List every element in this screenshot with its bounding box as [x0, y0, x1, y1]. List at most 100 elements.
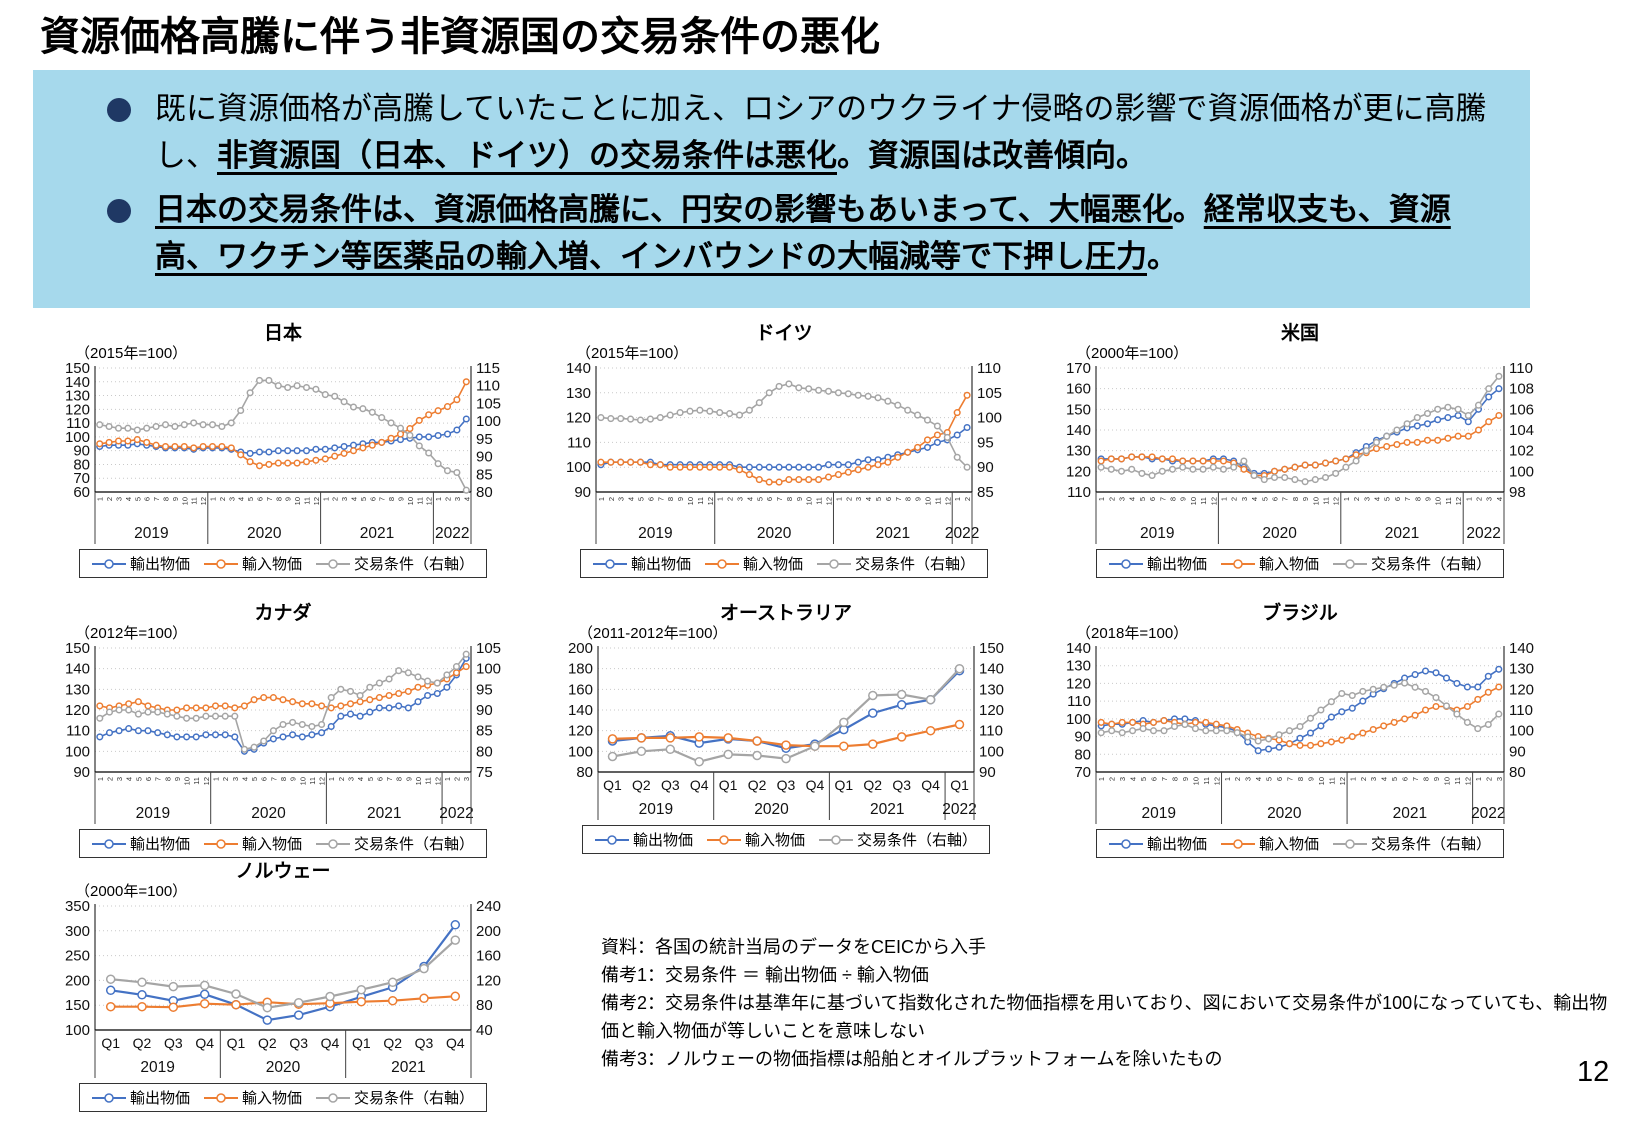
- svg-text:2019: 2019: [134, 525, 168, 542]
- series-import-norway: [105, 991, 461, 1012]
- legend-import-marker-icon: [1220, 838, 1255, 849]
- svg-text:100: 100: [1509, 463, 1534, 480]
- svg-text:8: 8: [395, 777, 404, 781]
- svg-text:9: 9: [284, 497, 293, 501]
- legend-item-export: 輸出物価: [1108, 833, 1207, 854]
- bullet-1-segment-1: 既に資源価格が高騰していたことに加え、ロシアのウクライナ侵略の影響で資源価格が更…: [155, 91, 1487, 173]
- svg-text:2: 2: [105, 497, 114, 501]
- svg-text:2022: 2022: [1471, 805, 1505, 822]
- svg-text:105: 105: [476, 642, 501, 657]
- svg-text:120: 120: [1066, 463, 1091, 480]
- note-2: 備考2：交易条件は基準年に基づいて指数化された物価指標を用いており、図において交…: [601, 992, 1608, 1041]
- svg-text:10: 10: [923, 497, 932, 505]
- legend-item-import: 輸入物価: [203, 1087, 302, 1108]
- svg-text:Q4: Q4: [321, 1035, 340, 1051]
- svg-text:5: 5: [1138, 497, 1147, 501]
- gridlines: [95, 905, 471, 1006]
- gridlines: [598, 647, 974, 752]
- svg-text:100: 100: [977, 410, 1002, 427]
- legend-label-export: 輸出物価: [630, 556, 691, 573]
- svg-text:7: 7: [378, 497, 387, 501]
- svg-text:130: 130: [1066, 443, 1091, 460]
- svg-text:11: 11: [1322, 497, 1331, 505]
- svg-text:110: 110: [567, 434, 591, 451]
- svg-text:2021: 2021: [367, 805, 401, 822]
- svg-text:3: 3: [1240, 497, 1249, 501]
- chart-unit-norway: （2000年=100）: [75, 883, 188, 900]
- notes: 資料：各国の統計当局のデータをCEICから入手 備考1：交易条件 ＝ 輸出物価 …: [601, 934, 1619, 1073]
- chart-australia: オーストラリア （2011-2012年=100） 80 100 120 140 160 180…: [560, 598, 1012, 854]
- svg-text:70: 70: [1074, 764, 1091, 781]
- page-number: 12: [1577, 1056, 1610, 1088]
- svg-text:6: 6: [646, 497, 655, 501]
- svg-text:12: 12: [1332, 497, 1341, 505]
- svg-text:Q4: Q4: [195, 1035, 214, 1051]
- svg-text:6: 6: [1393, 497, 1402, 501]
- svg-text:130: 130: [65, 681, 90, 698]
- legend-brazil: 輸出物価 輸入物価 交易条件（右軸）: [1095, 829, 1505, 858]
- svg-text:7: 7: [265, 497, 274, 501]
- svg-text:2019: 2019: [638, 525, 672, 542]
- series-export-brazil: [1097, 665, 1503, 755]
- series-tot-norway: [105, 935, 461, 1013]
- svg-text:80: 80: [476, 743, 493, 760]
- series-import-japan: [96, 378, 470, 470]
- svg-text:Q1: Q1: [352, 1035, 371, 1051]
- left-axis-labels: 100 150 200 250 300 350: [65, 900, 90, 1039]
- svg-text:11: 11: [1444, 497, 1453, 505]
- series-import-australia: [607, 719, 965, 751]
- svg-text:Q2: Q2: [748, 777, 767, 793]
- svg-text:4: 4: [1129, 777, 1138, 781]
- gridlines: [95, 367, 471, 479]
- svg-text:1: 1: [834, 497, 843, 501]
- legend-item-tot: 交易条件（右軸）: [819, 829, 977, 850]
- left-axis-labels: 90 100 110 120 130 140: [566, 362, 591, 501]
- svg-text:11: 11: [424, 777, 433, 785]
- svg-text:150: 150: [65, 997, 90, 1014]
- svg-text:350: 350: [65, 900, 90, 915]
- legend-item-export: 輸出物価: [91, 833, 190, 854]
- svg-text:9: 9: [397, 497, 406, 501]
- svg-text:2: 2: [607, 497, 616, 501]
- svg-text:100: 100: [566, 459, 591, 476]
- svg-text:7: 7: [656, 497, 665, 501]
- svg-text:100: 100: [65, 1022, 90, 1039]
- svg-text:4: 4: [1254, 777, 1263, 781]
- svg-text:6: 6: [144, 777, 153, 781]
- svg-text:6: 6: [1148, 497, 1157, 501]
- svg-text:40: 40: [476, 1022, 493, 1039]
- svg-text:4: 4: [350, 497, 359, 501]
- series-export-canada: [96, 654, 470, 755]
- svg-text:120: 120: [1509, 681, 1534, 698]
- svg-text:2: 2: [453, 777, 462, 781]
- legend-item-import: 輸入物価: [203, 553, 302, 574]
- legend-item-tot: 交易条件（右軸）: [1333, 553, 1491, 574]
- legend-japan: 輸出物価 輸入物価 交易条件（右軸）: [78, 549, 488, 578]
- svg-text:120: 120: [65, 702, 90, 719]
- svg-text:1: 1: [1097, 777, 1106, 781]
- legend-label-export: 輸出物価: [632, 832, 693, 849]
- svg-text:2020: 2020: [757, 525, 792, 542]
- svg-text:10: 10: [180, 497, 189, 505]
- svg-text:90: 90: [574, 484, 591, 501]
- legend-export-marker-icon: [1108, 558, 1143, 569]
- legend-label-import: 輸入物価: [241, 1090, 302, 1107]
- svg-text:8: 8: [1296, 777, 1305, 781]
- svg-text:10: 10: [414, 777, 423, 785]
- svg-text:150: 150: [1066, 401, 1091, 418]
- svg-text:1: 1: [96, 777, 105, 781]
- svg-text:4: 4: [125, 777, 134, 781]
- svg-text:7: 7: [385, 777, 394, 781]
- svg-text:110: 110: [66, 415, 90, 432]
- svg-text:4: 4: [356, 777, 365, 781]
- svg-text:100: 100: [476, 413, 501, 430]
- svg-text:100: 100: [476, 661, 501, 678]
- svg-text:12: 12: [1212, 777, 1221, 785]
- legend-item-import: 輸入物価: [1220, 553, 1319, 574]
- svg-text:2021: 2021: [391, 1059, 425, 1076]
- legend-item-tot: 交易条件（右軸）: [1333, 833, 1491, 854]
- legend-label-import: 輸入物価: [742, 556, 803, 573]
- svg-text:3: 3: [115, 777, 124, 781]
- left-axis-labels: 110 120 130 140 150 160 170: [1066, 362, 1091, 501]
